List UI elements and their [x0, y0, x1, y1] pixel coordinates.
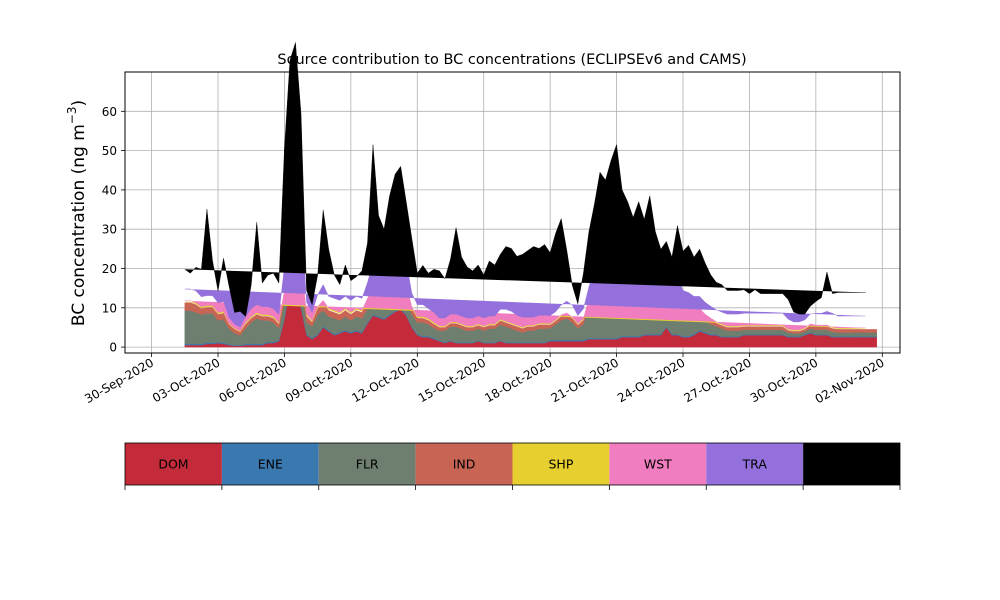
legend-swatch-bb	[803, 443, 900, 485]
legend-swatch-shp	[512, 443, 610, 485]
legend-label-dom: DOM	[158, 457, 188, 472]
y-tick-label: 10	[102, 301, 117, 315]
x-tick-label: 24-Oct-2020	[615, 355, 687, 405]
x-tick-label: 18-Oct-2020	[482, 355, 554, 405]
legend-swatch-flr	[318, 443, 416, 485]
axes	[124, 71, 901, 354]
x-tick-label: 30-Sep-2020	[82, 355, 156, 406]
legend-label-bb: BB	[843, 457, 860, 472]
y-tick-label: 30	[102, 223, 117, 237]
legend-swatch-tra	[706, 443, 804, 485]
legend-label-wst: WST	[644, 457, 672, 472]
y-tick-label: 60	[102, 105, 117, 119]
x-tick-label: 03-Oct-2020	[150, 355, 222, 405]
legend-swatch-wst	[609, 443, 707, 485]
x-tick-label: 09-Oct-2020	[283, 355, 355, 405]
legend-label-shp: SHP	[549, 457, 574, 472]
area-series-bb	[184, 42, 866, 317]
area-series-ind	[184, 222, 877, 336]
legend-label-ind: IND	[453, 457, 476, 472]
chart-title: Source contribution to BC concentrations…	[277, 52, 746, 68]
y-tick-label: 50	[102, 144, 117, 158]
legend-label-ene: ENE	[258, 457, 283, 472]
y-ticks: 0 10 20 30 40 50 60	[102, 105, 125, 355]
x-ticks: 30-Sep-202003-Oct-202006-Oct-202009-Oct-…	[82, 353, 887, 406]
legend-swatch-ene	[221, 443, 319, 485]
legend-swatch-dom	[125, 443, 222, 485]
x-tick-label: 27-Oct-2020	[681, 355, 753, 405]
plot-frame	[124, 71, 901, 354]
y-tick-label: 20	[102, 262, 117, 276]
x-tick-label: 06-Oct-2020	[216, 355, 288, 405]
stacked-areas	[184, 42, 877, 348]
x-tick-label: 30-Oct-2020	[748, 355, 820, 405]
legend-label-tra: TRA	[742, 457, 768, 472]
y-tick-label: 0	[109, 341, 117, 355]
y-tick-label: 40	[102, 183, 117, 197]
x-tick-label: 12-Oct-2020	[349, 355, 421, 405]
legend-colorbar: DOM ENE FLR IND SHP WST TRA BB	[124, 442, 901, 490]
y-axis-label: BC concentration (ng m−3)	[65, 100, 89, 326]
legend-label-flr: FLR	[356, 457, 379, 472]
legend-swatch-ind	[415, 443, 513, 485]
x-tick-label: 15-Oct-2020	[416, 355, 488, 405]
x-tick-label: 21-Oct-2020	[549, 355, 621, 405]
x-tick-label: 02-Nov-2020	[813, 355, 887, 406]
